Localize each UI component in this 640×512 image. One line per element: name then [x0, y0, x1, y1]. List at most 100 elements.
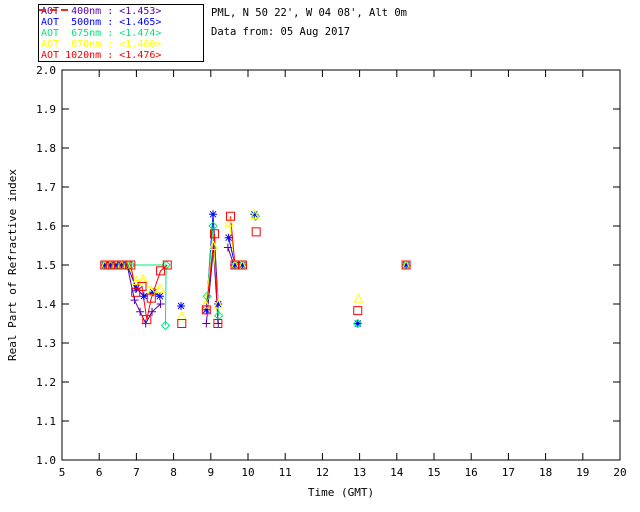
data-date: Data from: 05 Aug 2017 [211, 26, 351, 38]
data-point-marker-asterisk [111, 261, 120, 269]
data-point-marker-triangle [353, 293, 364, 303]
data-point-marker-square [142, 315, 152, 325]
x-tick-label: 13 [353, 466, 366, 479]
x-tick-label: 15 [427, 466, 440, 479]
data-point-marker-square [111, 260, 121, 270]
data-point-marker-asterisk [238, 261, 247, 269]
data-point-marker-square [226, 211, 236, 221]
data-point-marker-square [401, 260, 411, 270]
data-point-marker-plus [156, 300, 165, 308]
data-point-marker-square [201, 305, 211, 315]
data-point-marker-square [213, 319, 223, 328]
data-point-marker-diamond [202, 291, 212, 301]
y-tick-label: 1.3 [36, 337, 56, 350]
data-point-marker-triangle [224, 216, 235, 227]
x-tick-label: 5 [59, 466, 66, 479]
x-tick-label: 14 [390, 466, 404, 479]
data-point-marker-triangle [208, 240, 219, 250]
x-tick-label: 20 [613, 466, 626, 479]
data-point-marker-asterisk [353, 319, 362, 328]
data-point-marker-asterisk [250, 210, 259, 219]
y-tick-label: 1.9 [36, 103, 56, 116]
x-tick-label: 17 [502, 466, 515, 479]
data-point-marker-asterisk [224, 233, 233, 242]
data-point-marker-square [251, 227, 261, 237]
data-point-marker-diamond [353, 318, 363, 329]
data-point-marker-square [126, 260, 136, 270]
y-tick-label: 1.8 [36, 142, 56, 155]
data-point-marker-triangle [213, 298, 224, 309]
data-point-marker-square [131, 287, 141, 297]
legend-entry-label: AOT 400nm : <1.453> [41, 6, 162, 17]
data-point-marker-plus [223, 243, 232, 252]
legend-entry-label: AOT 870nm : <1.480> [41, 39, 162, 50]
y-axis-label: Real Part of Refractive index [6, 169, 19, 361]
y-tick-label: 1.4 [36, 298, 56, 311]
data-point-marker-square [177, 319, 187, 328]
site-title: PML, N 50 22', W 04 08', Alt 0m [211, 7, 407, 19]
data-point-marker-plus [136, 307, 145, 316]
data-point-marker-asterisk [117, 261, 126, 269]
data-point-marker-asterisk [100, 261, 109, 269]
data-point-marker-asterisk [106, 261, 115, 269]
legend-box: AOT 400nm : <1.453> AOT 500nm : <1.465> AO… [38, 4, 204, 62]
x-tick-label: 16 [465, 466, 478, 479]
legend-entry-label: AOT 500nm : <1.465> [41, 17, 162, 28]
data-point-marker-triangle [249, 209, 260, 219]
x-tick-label: 18 [539, 466, 552, 479]
x-tick-label: 9 [207, 466, 214, 479]
data-point-marker-triangle [200, 298, 211, 309]
data-point-marker-triangle [176, 310, 187, 321]
y-tick-label: 1.0 [36, 454, 56, 467]
x-tick-label: 11 [279, 466, 292, 479]
x-tick-label: 19 [576, 466, 589, 479]
y-tick-label: 2.0 [36, 64, 56, 77]
y-tick-label: 1.1 [36, 415, 56, 428]
data-point-marker-asterisk [209, 210, 218, 219]
y-tick-label: 1.6 [36, 220, 56, 233]
data-point-marker-asterisk [155, 292, 164, 301]
data-point-marker-diamond [160, 320, 171, 331]
y-tick-label: 1.2 [36, 376, 56, 389]
data-point-marker-square [100, 260, 110, 270]
data-point-marker-square [156, 266, 166, 276]
legend-entry-label: AOT 675nm : <1.474> [41, 28, 162, 39]
x-tick-label: 12 [316, 466, 329, 479]
data-point-marker-asterisk [202, 305, 211, 314]
data-point-marker-square [117, 260, 127, 270]
x-tick-label: 6 [96, 466, 103, 479]
data-point-marker-square [146, 293, 156, 303]
y-tick-label: 1.7 [36, 181, 56, 194]
data-point-marker-plus [202, 319, 211, 328]
data-point-marker-square [105, 260, 115, 270]
data-point-marker-square [137, 281, 147, 291]
data-point-marker-plus [148, 307, 157, 316]
data-point-marker-plus [130, 296, 139, 305]
legend-row: AOT 1020nm : <1.476> [39, 9, 201, 61]
data-point-marker-triangle [155, 283, 165, 293]
data-point-marker-square [162, 260, 172, 270]
data-point-marker-square [230, 260, 240, 270]
series-line [227, 247, 235, 266]
data-point-marker-square [353, 306, 363, 316]
y-tick-label: 1.5 [36, 259, 56, 272]
data-point-marker-asterisk [230, 261, 239, 269]
plot-header: PML, N 50 22', W 04 08', Alt 0m Data fro… [211, 4, 407, 42]
x-tick-label: 7 [133, 466, 140, 479]
x-axis-label: Time (GMT) [308, 486, 374, 499]
data-point-marker-asterisk [177, 301, 186, 310]
x-tick-label: 8 [170, 466, 177, 479]
series-line [205, 233, 219, 324]
x-tick-label: 10 [241, 466, 254, 479]
data-point-marker-square [210, 229, 220, 239]
data-point-marker-asterisk [402, 261, 411, 269]
data-point-marker-asterisk [214, 300, 223, 308]
data-point-marker-plus [214, 319, 223, 328]
legend-dash-line-icon [39, 9, 69, 11]
legend-entry-label: AOT 1020nm : <1.476> [41, 50, 162, 61]
data-point-marker-asterisk [149, 288, 158, 297]
data-point-marker-square [237, 260, 247, 270]
data-point-marker-triangle [131, 275, 142, 286]
